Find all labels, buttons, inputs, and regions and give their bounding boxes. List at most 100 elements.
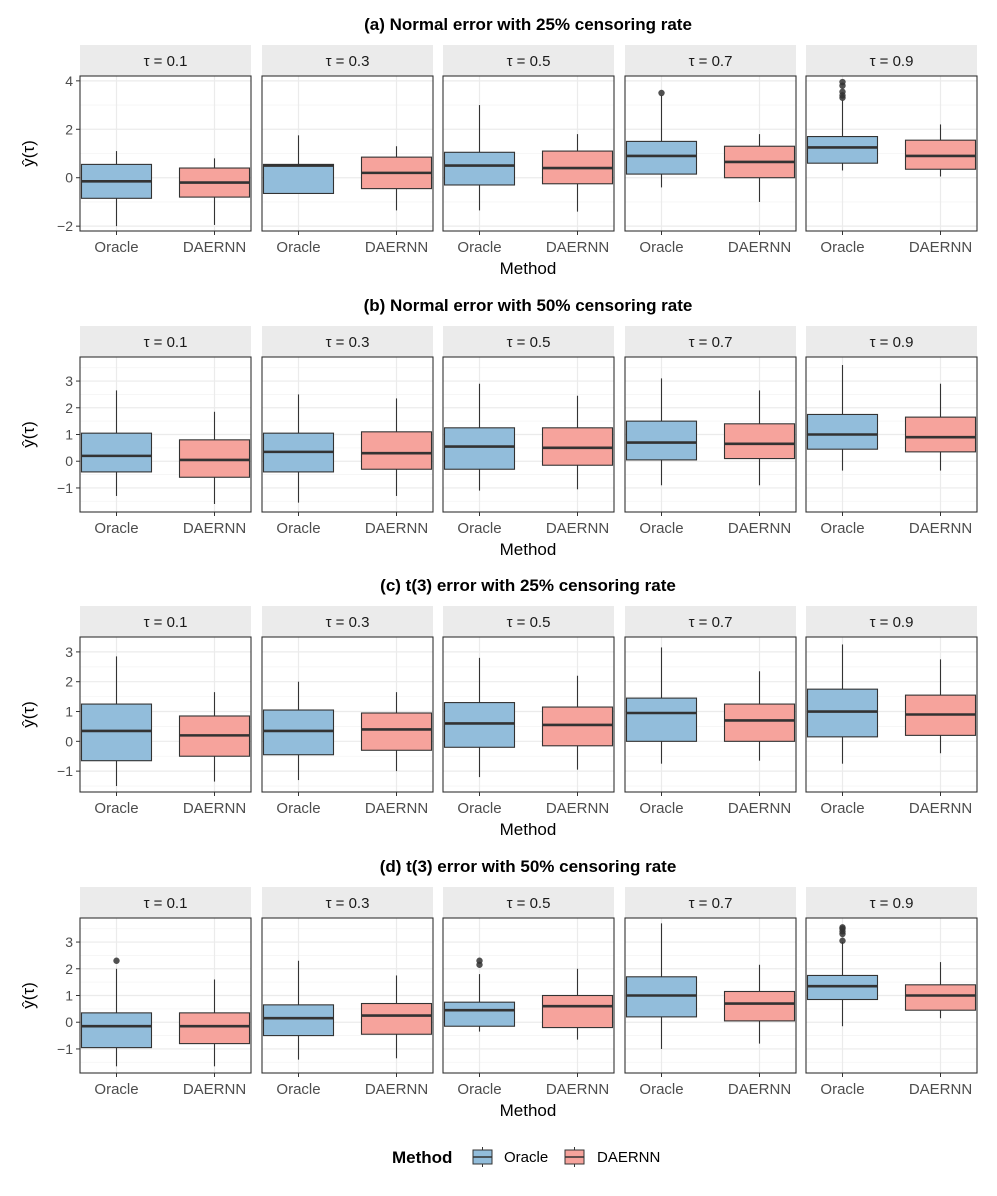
facet-strip-label: τ = 0.7 <box>689 334 733 351</box>
outlier-point <box>839 78 846 86</box>
box-iqr <box>541 706 614 747</box>
box-oracle <box>625 923 698 1049</box>
facet-strip-label: τ = 0.9 <box>870 334 914 351</box>
x-axis-title: Method <box>500 1101 557 1120</box>
box-iqr <box>262 163 335 195</box>
box-iqr <box>625 140 698 175</box>
outlier-point <box>113 957 120 964</box>
panel-title: (a) Normal error with 25% censoring rate <box>364 15 692 34</box>
facet-strip-label: τ = 0.5 <box>507 334 551 351</box>
box-daernn <box>541 675 614 770</box>
y-axis-title: ŷ(τ) <box>19 140 38 167</box>
box-iqr <box>80 1012 153 1049</box>
y-tick-label: 3 <box>65 934 73 950</box>
x-tick-label: DAERNN <box>909 520 972 537</box>
facet-strip <box>80 887 251 918</box>
y-tick-label: 2 <box>65 121 73 137</box>
facet-4: τ = 0.9 Oracle DAERNN <box>805 326 978 537</box>
x-axis-title: Method <box>500 820 557 839</box>
legend-title: Method <box>392 1148 452 1167</box>
x-tick-label: Oracle <box>820 1081 864 1098</box>
legend-item-daernn: DAERNN <box>564 1147 660 1167</box>
x-tick-label: DAERNN <box>909 1081 972 1098</box>
y-axis-title: ŷ(τ) <box>19 982 38 1009</box>
panel-border <box>805 356 978 513</box>
box-iqr <box>625 976 698 1018</box>
y-tick-label: 0 <box>65 733 73 749</box>
x-tick-label: Oracle <box>639 800 683 817</box>
x-tick-label: Oracle <box>94 1081 138 1098</box>
box-oracle <box>625 89 698 188</box>
x-tick-label: Oracle <box>94 239 138 256</box>
box-oracle <box>80 957 153 1067</box>
facet-strip-label: τ = 0.3 <box>326 614 370 631</box>
box-iqr <box>443 427 516 470</box>
facet-strip <box>625 606 796 637</box>
x-tick-label: DAERNN <box>909 800 972 817</box>
panel-border <box>442 917 615 1074</box>
x-tick-label: DAERNN <box>183 239 246 256</box>
facet-strip-label: τ = 0.9 <box>870 614 914 631</box>
x-tick-label: Oracle <box>820 800 864 817</box>
y-tick-label: −2 <box>57 218 73 234</box>
box-iqr <box>360 1002 433 1035</box>
outlier-point <box>839 88 846 95</box>
box-oracle <box>443 657 516 778</box>
facet-strip <box>262 606 433 637</box>
box-daernn <box>178 692 251 782</box>
box-oracle <box>262 135 335 195</box>
x-tick-label: Oracle <box>820 239 864 256</box>
box-iqr <box>806 974 879 1001</box>
panel-2: (c) t(3) error with 25% censoring rate ŷ(… <box>19 576 978 839</box>
facet-3: τ = 0.7 Oracle DAERNN <box>624 887 797 1098</box>
facet-2: τ = 0.5 Oracle DAERNN <box>442 326 615 537</box>
box-oracle <box>262 394 335 503</box>
panel-3: (d) t(3) error with 50% censoring rate ŷ(… <box>19 857 978 1120</box>
y-tick-label: 1 <box>65 427 73 443</box>
legend: Method Oracle DAERNN <box>392 1147 660 1167</box>
box-daernn <box>541 395 614 490</box>
x-tick-label: Oracle <box>457 239 501 256</box>
facet-3: τ = 0.7 Oracle DAERNN <box>624 45 797 256</box>
facet-strip <box>806 45 977 76</box>
facet-0: τ = 0.1 Oracle DAERNN <box>79 326 252 537</box>
box-iqr <box>262 1004 335 1037</box>
box-iqr <box>541 427 614 466</box>
x-tick-label: DAERNN <box>183 520 246 537</box>
x-tick-label: DAERNN <box>365 520 428 537</box>
box-oracle <box>625 647 698 764</box>
box-iqr <box>625 697 698 742</box>
x-tick-label: Oracle <box>457 1081 501 1098</box>
panel-border <box>261 356 434 513</box>
facet-strip-label: τ = 0.7 <box>689 614 733 631</box>
x-tick-label: Oracle <box>94 520 138 537</box>
facet-0: τ = 0.1 Oracle DAERNN <box>79 887 252 1098</box>
box-oracle <box>80 390 153 496</box>
facet-strip <box>443 606 614 637</box>
y-tick-label: 0 <box>65 1014 73 1030</box>
box-iqr <box>723 703 796 742</box>
facet-1: τ = 0.3 Oracle DAERNN <box>261 606 434 817</box>
panel-border <box>261 917 434 1074</box>
box-oracle <box>80 656 153 787</box>
box-iqr <box>723 990 796 1022</box>
box-daernn <box>178 979 251 1067</box>
box-daernn <box>541 968 614 1040</box>
facet-0: τ = 0.1 Oracle DAERNN <box>79 606 252 817</box>
box-iqr <box>80 703 153 762</box>
x-tick-label: Oracle <box>639 520 683 537</box>
y-tick-label: 3 <box>65 373 73 389</box>
x-tick-label: Oracle <box>276 239 320 256</box>
x-tick-label: Oracle <box>639 1081 683 1098</box>
box-oracle <box>806 924 879 1027</box>
box-iqr <box>360 712 433 751</box>
facet-strip-label: τ = 0.7 <box>689 53 733 70</box>
facet-strip <box>80 326 251 357</box>
facet-1: τ = 0.3 Oracle DAERNN <box>261 887 434 1098</box>
box-oracle <box>262 960 335 1060</box>
panel-title: (d) t(3) error with 50% censoring rate <box>380 857 677 876</box>
panel-border <box>79 75 252 232</box>
y-axis-title-group: ŷ(τ) <box>19 140 38 167</box>
box-daernn <box>178 411 251 504</box>
